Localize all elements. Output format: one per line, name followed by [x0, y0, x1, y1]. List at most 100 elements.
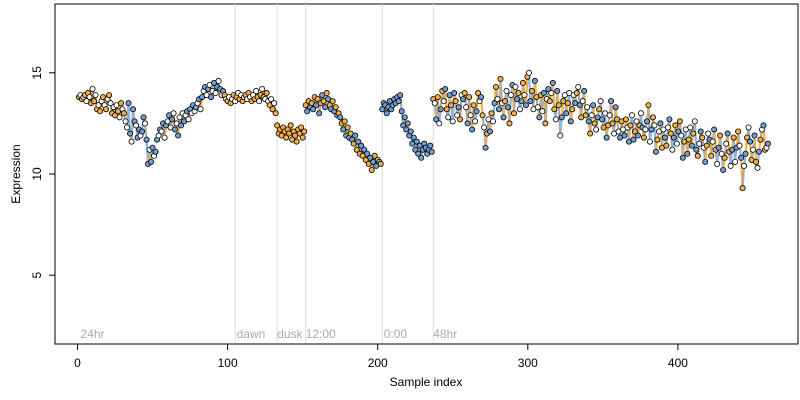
data-point: [760, 122, 767, 129]
data-point: [730, 134, 737, 141]
data-point: [427, 142, 434, 149]
data-point: [481, 124, 488, 131]
data-point: [128, 138, 135, 145]
data-point: [534, 104, 541, 111]
data-point: [527, 98, 534, 105]
data-point: [383, 110, 390, 117]
data-point: [627, 122, 634, 129]
data-point: [705, 130, 712, 137]
data-point: [646, 138, 653, 145]
data-point: [500, 114, 507, 121]
data-point: [608, 98, 615, 105]
data-point: [642, 126, 649, 133]
data-point: [652, 148, 659, 155]
x-axis: 0 100 200 300 400: [74, 343, 688, 370]
data-point: [490, 118, 497, 125]
y-tick-label: 10: [30, 167, 44, 181]
data-point: [106, 92, 113, 99]
data-point: [143, 136, 150, 143]
x-tick-label: 400: [668, 356, 688, 370]
data-point: [299, 134, 306, 141]
data-point: [323, 90, 330, 97]
data-point: [672, 122, 679, 129]
data-point: [588, 112, 595, 119]
data-point: [753, 158, 760, 165]
data-point: [170, 110, 177, 117]
data-point: [371, 152, 378, 159]
data-point: [263, 90, 270, 97]
data-point: [482, 144, 489, 151]
data-point: [536, 114, 543, 121]
data-point: [377, 160, 384, 167]
data-point: [364, 150, 371, 157]
data-point: [469, 126, 476, 133]
data-point: [673, 140, 680, 147]
data-point: [573, 90, 580, 97]
data-point: [155, 132, 162, 139]
data-point: [739, 185, 746, 192]
data-point: [418, 154, 425, 161]
data-point: [125, 100, 132, 107]
data-point: [708, 152, 715, 159]
data-point: [124, 124, 131, 131]
data-point: [197, 106, 204, 113]
data-point: [736, 142, 743, 149]
data-point: [554, 88, 561, 95]
data-point: [457, 116, 464, 123]
data-point: [368, 166, 375, 173]
data-point: [670, 134, 677, 141]
data-point: [139, 128, 146, 135]
data-point: [344, 124, 351, 131]
data-point: [269, 106, 276, 113]
data-point: [298, 124, 305, 131]
data-point: [603, 134, 610, 141]
data-point: [696, 140, 703, 147]
data-point: [751, 132, 758, 139]
data-point: [548, 90, 555, 97]
data-point: [643, 118, 650, 125]
data-points: [76, 69, 771, 192]
data-point: [92, 92, 99, 99]
data-point: [479, 112, 486, 119]
data-point: [599, 116, 606, 123]
data-point: [718, 150, 725, 157]
data-point: [329, 98, 336, 105]
data-point: [579, 98, 586, 105]
data-point: [717, 132, 724, 139]
data-point: [634, 132, 641, 139]
y-axis: 5 10 15: [30, 66, 56, 279]
data-point: [567, 118, 574, 125]
data-point: [581, 88, 588, 95]
data-point: [398, 108, 405, 115]
data-point: [352, 132, 359, 139]
data-point: [301, 128, 308, 135]
data-point: [663, 142, 670, 149]
data-point: [443, 106, 450, 113]
data-point: [440, 98, 447, 105]
data-point: [337, 114, 344, 121]
data-point: [741, 162, 748, 169]
data-point: [558, 114, 565, 121]
data-point: [754, 164, 761, 171]
data-point: [552, 116, 559, 123]
data-point: [664, 124, 671, 131]
data-point: [161, 134, 168, 141]
data-point: [657, 120, 664, 127]
data-point: [703, 142, 710, 149]
data-point: [522, 102, 529, 109]
series-line-segment: [524, 75, 529, 107]
data-point: [531, 77, 538, 84]
data-point: [395, 98, 402, 105]
data-point: [436, 120, 443, 127]
data-point: [452, 98, 459, 105]
data-point: [649, 114, 656, 121]
data-point: [127, 130, 134, 137]
data-point: [584, 104, 591, 111]
data-point: [461, 90, 468, 97]
data-point: [693, 146, 700, 153]
data-point: [721, 154, 728, 161]
data-point: [699, 134, 706, 141]
phase-label: dawn: [237, 327, 266, 341]
data-point: [130, 106, 137, 113]
data-point: [764, 140, 771, 147]
